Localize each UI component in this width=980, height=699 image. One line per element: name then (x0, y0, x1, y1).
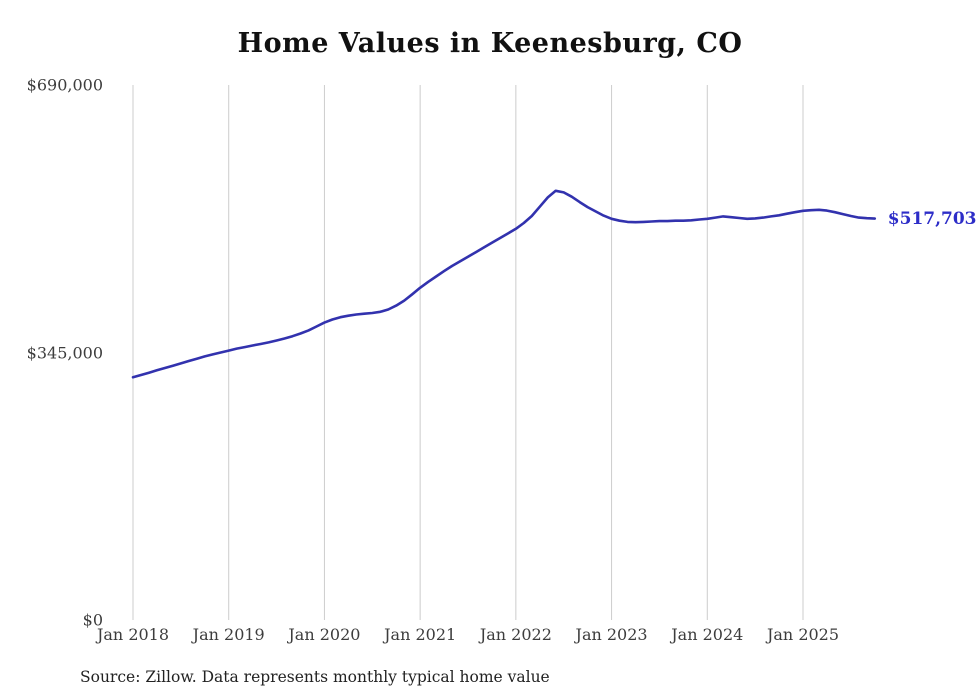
source-note: Source: Zillow. Data represents monthly … (80, 668, 550, 686)
latest-value-label: $517,703 (887, 208, 977, 229)
x-tick-label: Jan 2025 (766, 625, 840, 644)
y-tick-label: $345,000 (26, 343, 103, 362)
gridlines (132, 85, 804, 620)
x-tick-label: Jan 2018 (96, 625, 170, 644)
x-tick-label: Jan 2019 (192, 625, 265, 644)
x-tick-label: Jan 2024 (671, 625, 744, 644)
x-tick-label: Jan 2021 (384, 625, 457, 644)
x-tick-label: Jan 2023 (575, 625, 648, 644)
y-tick-label: $690,000 (26, 75, 103, 95)
y-tick-label: $0 (82, 610, 103, 630)
x-tick-label: Jan 2020 (288, 625, 361, 644)
x-tick-label: Jan 2022 (479, 625, 552, 644)
chart-title: Home Values in Keenesburg, CO (237, 28, 743, 59)
value-line (131, 189, 877, 379)
